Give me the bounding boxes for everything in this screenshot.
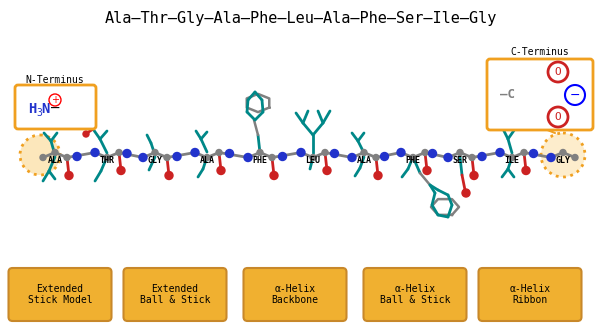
Circle shape [139, 154, 147, 162]
Text: ILE: ILE [504, 156, 519, 165]
Circle shape [331, 150, 338, 158]
Circle shape [270, 171, 278, 179]
Circle shape [422, 150, 428, 156]
Circle shape [191, 149, 199, 157]
Circle shape [373, 155, 379, 161]
FancyBboxPatch shape [8, 268, 112, 321]
Circle shape [397, 149, 405, 157]
Text: Extended
Stick Model: Extended Stick Model [28, 284, 93, 305]
Circle shape [269, 155, 275, 161]
Text: SER: SER [453, 156, 468, 165]
Text: α-Helix
Ribbon: α-Helix Ribbon [510, 284, 551, 305]
Circle shape [83, 131, 89, 137]
FancyBboxPatch shape [123, 268, 227, 321]
Circle shape [65, 171, 73, 179]
Circle shape [560, 150, 566, 156]
Circle shape [429, 150, 436, 158]
Circle shape [104, 155, 110, 161]
Circle shape [361, 150, 367, 156]
Text: GLY: GLY [147, 156, 162, 165]
Circle shape [257, 150, 263, 156]
Circle shape [278, 153, 287, 161]
Circle shape [547, 154, 555, 162]
FancyBboxPatch shape [243, 268, 347, 321]
Text: α-Helix
Backbone: α-Helix Backbone [272, 284, 319, 305]
Circle shape [521, 150, 527, 156]
Circle shape [529, 150, 537, 158]
Circle shape [457, 150, 463, 156]
Circle shape [496, 149, 504, 157]
Text: PHE: PHE [406, 156, 421, 165]
Circle shape [348, 154, 356, 162]
Text: THR: THR [100, 156, 115, 165]
Text: PHE: PHE [252, 156, 267, 165]
Circle shape [322, 150, 328, 156]
Text: C-Terminus: C-Terminus [511, 47, 569, 57]
Circle shape [565, 85, 585, 105]
Circle shape [217, 167, 225, 174]
Text: 3: 3 [36, 108, 42, 118]
Circle shape [380, 153, 388, 161]
Circle shape [49, 94, 61, 106]
Text: N-Terminus: N-Terminus [26, 75, 84, 85]
FancyBboxPatch shape [478, 268, 582, 321]
FancyBboxPatch shape [364, 268, 466, 321]
Text: GLY: GLY [555, 156, 570, 165]
Text: —: — [51, 102, 59, 116]
Circle shape [152, 150, 158, 156]
Circle shape [91, 149, 99, 157]
Circle shape [225, 150, 234, 158]
Circle shape [216, 150, 222, 156]
Circle shape [165, 171, 173, 179]
Circle shape [204, 155, 210, 161]
Circle shape [548, 62, 568, 82]
Circle shape [572, 155, 578, 161]
Circle shape [478, 153, 486, 161]
Text: α-Helix
Ball & Stick: α-Helix Ball & Stick [380, 284, 450, 305]
Circle shape [116, 150, 122, 156]
Circle shape [123, 150, 131, 158]
Circle shape [374, 171, 382, 179]
Text: O: O [555, 67, 561, 77]
Circle shape [541, 133, 585, 177]
Text: +: + [51, 95, 59, 105]
Text: —C: —C [500, 88, 515, 101]
Circle shape [64, 155, 70, 161]
Circle shape [73, 153, 81, 161]
Text: Ala–Thr–Gly–Ala–Phe–Leu–Ala–Phe–Ser–Ile–Gly: Ala–Thr–Gly–Ala–Phe–Leu–Ala–Phe–Ser–Ile–… [105, 10, 496, 26]
Circle shape [323, 167, 331, 174]
FancyBboxPatch shape [487, 59, 593, 130]
Circle shape [173, 153, 181, 161]
Circle shape [244, 154, 252, 162]
FancyBboxPatch shape [15, 85, 96, 129]
Text: H: H [28, 102, 37, 116]
Circle shape [20, 135, 60, 175]
Text: LEU: LEU [305, 156, 320, 165]
Circle shape [117, 167, 125, 174]
Circle shape [164, 155, 170, 161]
Text: Extended
Ball & Stick: Extended Ball & Stick [140, 284, 210, 305]
Circle shape [310, 155, 316, 161]
Circle shape [470, 171, 478, 179]
Text: −: − [570, 88, 580, 101]
Circle shape [444, 154, 452, 162]
Circle shape [522, 167, 530, 174]
Circle shape [462, 189, 470, 197]
Circle shape [52, 150, 58, 156]
Circle shape [469, 155, 475, 161]
Circle shape [509, 155, 515, 161]
Text: ALA: ALA [47, 156, 63, 165]
Text: ALA: ALA [356, 156, 371, 165]
Circle shape [423, 167, 431, 174]
Text: N: N [41, 102, 49, 116]
Circle shape [410, 155, 416, 161]
Text: O: O [555, 112, 561, 122]
Text: ALA: ALA [200, 156, 215, 165]
Circle shape [40, 155, 46, 161]
Circle shape [548, 107, 568, 127]
Circle shape [297, 149, 305, 157]
